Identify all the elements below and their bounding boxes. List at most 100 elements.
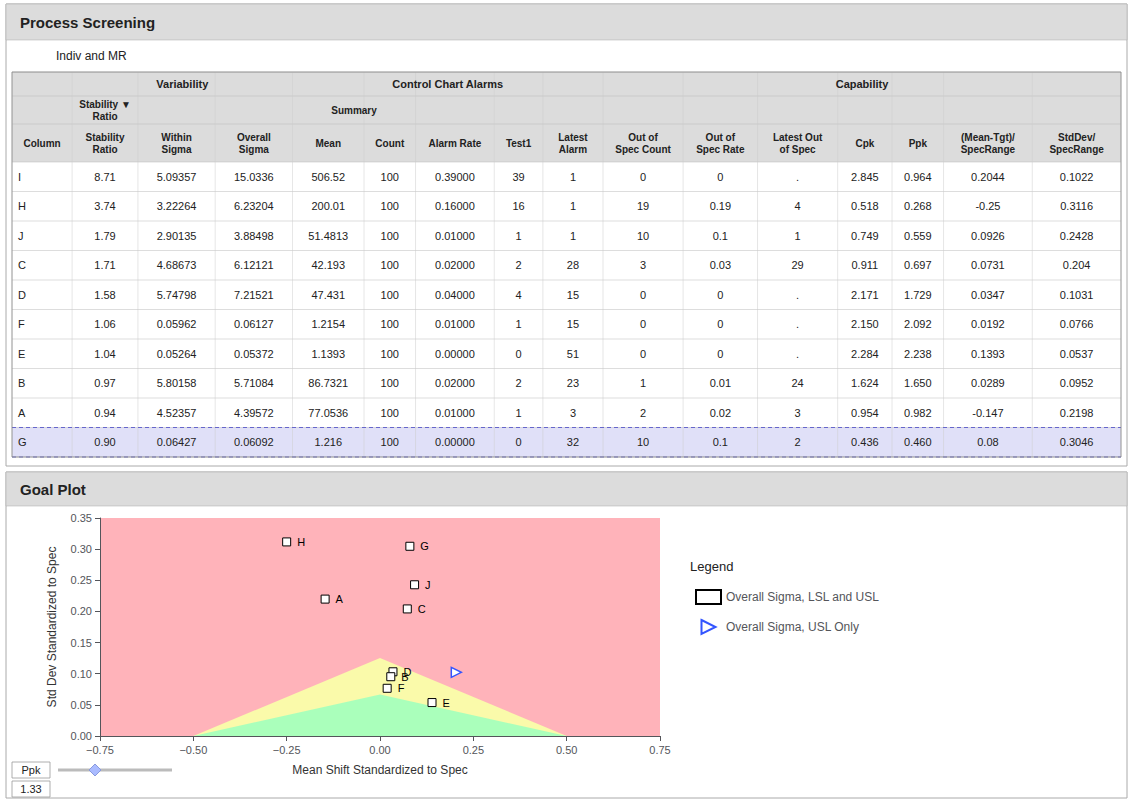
svg-text:Variability: Variability (156, 78, 209, 90)
svg-text:(Mean-Tgt)/: (Mean-Tgt)/ (961, 132, 1015, 143)
svg-text:1.1393: 1.1393 (311, 348, 345, 360)
svg-text:3: 3 (570, 407, 576, 419)
svg-text:0.911: 0.911 (851, 259, 878, 271)
svg-text:Indiv and MR: Indiv and MR (56, 49, 127, 63)
svg-text:1.33: 1.33 (20, 783, 41, 795)
svg-text:2: 2 (795, 436, 801, 448)
svg-text:0.39000: 0.39000 (435, 171, 475, 183)
svg-text:.: . (796, 348, 799, 360)
svg-text:Cpk: Cpk (855, 138, 874, 149)
svg-text:SpecRange: SpecRange (961, 144, 1016, 155)
svg-text:5.71084: 5.71084 (234, 377, 274, 389)
svg-text:0.2198: 0.2198 (1060, 407, 1094, 419)
svg-text:0.06427: 0.06427 (157, 436, 197, 448)
svg-text:0.10: 0.10 (71, 668, 92, 680)
svg-text:−0.75: −0.75 (86, 744, 114, 756)
svg-text:0.01000: 0.01000 (435, 230, 475, 242)
svg-text:1.06: 1.06 (94, 318, 115, 330)
svg-text:0.0731: 0.0731 (971, 259, 1005, 271)
svg-text:Ppk: Ppk (909, 138, 928, 149)
svg-text:1: 1 (640, 377, 646, 389)
svg-text:0.94: 0.94 (94, 407, 115, 419)
svg-text:0.3046: 0.3046 (1060, 436, 1094, 448)
svg-text:100: 100 (381, 230, 399, 242)
svg-text:Goal Plot: Goal Plot (20, 481, 86, 498)
svg-text:1: 1 (795, 230, 801, 242)
svg-text:C: C (18, 259, 26, 271)
svg-text:0.05: 0.05 (71, 699, 92, 711)
svg-text:2: 2 (516, 377, 522, 389)
svg-text:Out of: Out of (706, 132, 736, 143)
svg-text:2.90135: 2.90135 (157, 230, 197, 242)
svg-text:23: 23 (567, 377, 579, 389)
svg-text:Mean: Mean (315, 138, 341, 149)
svg-text:1: 1 (516, 407, 522, 419)
svg-text:1.04: 1.04 (94, 348, 115, 360)
svg-text:B: B (401, 671, 408, 683)
svg-text:−0.25: −0.25 (273, 744, 301, 756)
svg-text:0.00000: 0.00000 (435, 348, 475, 360)
svg-text:0.559: 0.559 (904, 230, 932, 242)
svg-text:0.05264: 0.05264 (157, 348, 197, 360)
svg-text:2.150: 2.150 (851, 318, 879, 330)
svg-text:4.39572: 4.39572 (234, 407, 274, 419)
svg-text:0: 0 (640, 289, 646, 301)
svg-text:1.650: 1.650 (904, 377, 932, 389)
svg-text:0.75: 0.75 (649, 744, 670, 756)
svg-text:10: 10 (637, 436, 649, 448)
svg-text:0.0952: 0.0952 (1060, 377, 1094, 389)
svg-text:2.171: 2.171 (851, 289, 879, 301)
svg-text:28: 28 (567, 259, 579, 271)
svg-text:15: 15 (567, 318, 579, 330)
svg-text:100: 100 (381, 348, 399, 360)
svg-text:0.204: 0.204 (1063, 259, 1091, 271)
svg-text:0.2044: 0.2044 (971, 171, 1005, 183)
svg-text:3.88498: 3.88498 (234, 230, 274, 242)
svg-text:0: 0 (640, 348, 646, 360)
svg-text:Process Screening: Process Screening (20, 14, 155, 31)
svg-text:0.436: 0.436 (851, 436, 879, 448)
svg-text:3: 3 (640, 259, 646, 271)
svg-text:3.22264: 3.22264 (157, 200, 197, 212)
svg-text:1.2154: 1.2154 (311, 318, 345, 330)
svg-text:0: 0 (717, 171, 723, 183)
svg-text:0: 0 (640, 318, 646, 330)
svg-text:15: 15 (567, 289, 579, 301)
svg-text:0.00000: 0.00000 (435, 436, 475, 448)
svg-text:0.460: 0.460 (904, 436, 932, 448)
svg-text:Summary: Summary (331, 105, 377, 116)
svg-text:Sigma: Sigma (239, 144, 269, 155)
svg-text:0.0192: 0.0192 (971, 318, 1005, 330)
svg-text:0: 0 (717, 348, 723, 360)
svg-text:0.05962: 0.05962 (157, 318, 197, 330)
svg-text:0.1: 0.1 (713, 230, 728, 242)
svg-text:0.0347: 0.0347 (971, 289, 1005, 301)
svg-text:SpecRange: SpecRange (1049, 144, 1104, 155)
svg-text:0.35: 0.35 (71, 512, 92, 524)
svg-text:0.00: 0.00 (71, 730, 92, 742)
svg-text:0: 0 (640, 171, 646, 183)
svg-text:3: 3 (795, 407, 801, 419)
svg-text:1: 1 (570, 171, 576, 183)
svg-text:1.729: 1.729 (904, 289, 932, 301)
svg-text:100: 100 (381, 407, 399, 419)
svg-text:506.52: 506.52 (311, 171, 345, 183)
svg-text:0: 0 (516, 436, 522, 448)
svg-text:0: 0 (516, 348, 522, 360)
svg-text:0.0926: 0.0926 (971, 230, 1005, 242)
svg-text:86.7321: 86.7321 (308, 377, 348, 389)
svg-text:F: F (398, 682, 405, 694)
svg-text:0.06127: 0.06127 (234, 318, 274, 330)
svg-text:Ratio: Ratio (93, 144, 118, 155)
svg-text:0.97: 0.97 (94, 377, 115, 389)
svg-text:0.02000: 0.02000 (435, 259, 475, 271)
svg-text:C: C (418, 603, 426, 615)
svg-text:51.4813: 51.4813 (308, 230, 348, 242)
svg-text:0.00: 0.00 (369, 744, 390, 756)
svg-text:2.845: 2.845 (851, 171, 879, 183)
svg-text:G: G (420, 540, 429, 552)
svg-text:0.08: 0.08 (977, 436, 998, 448)
svg-text:0.0766: 0.0766 (1060, 318, 1094, 330)
svg-text:0.518: 0.518 (851, 200, 879, 212)
svg-text:0.02: 0.02 (710, 407, 731, 419)
